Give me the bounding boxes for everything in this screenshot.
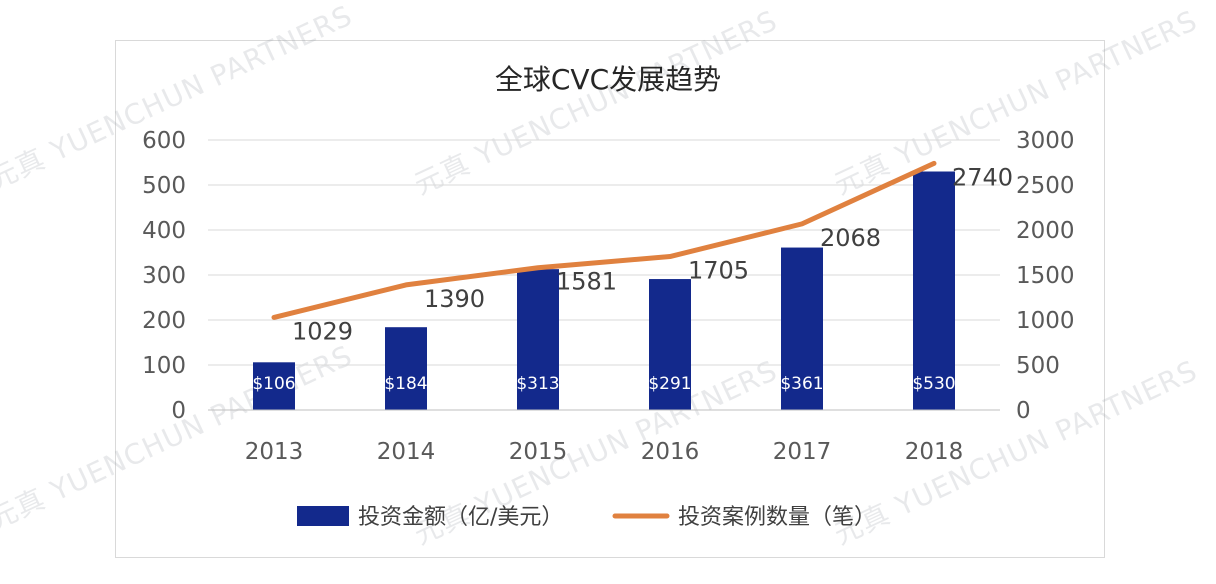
bar-value-label: $184 bbox=[384, 374, 427, 394]
line-value-label: 2740 bbox=[952, 163, 1013, 191]
bar-value-label: $361 bbox=[780, 374, 823, 394]
y-left-tick-label: 0 bbox=[171, 398, 186, 424]
y-axis-right: 0 500 1000 1500 2000 2500 3000 bbox=[1016, 128, 1075, 424]
y-left-tick-label: 200 bbox=[142, 308, 186, 334]
y-right-tick-label: 500 bbox=[1016, 353, 1060, 379]
line-value-label: 1390 bbox=[424, 285, 485, 313]
watermark-text: 元真 YUENCHUN PARTNERS bbox=[829, 354, 1202, 552]
line-value-label: 2068 bbox=[820, 224, 881, 252]
x-tick-label: 2014 bbox=[377, 439, 436, 465]
y-right-tick-label: 1000 bbox=[1016, 308, 1075, 334]
y-right-tick-label: 2000 bbox=[1016, 218, 1075, 244]
chart-title: 全球CVC发展趋势 bbox=[495, 63, 721, 96]
chart-frame bbox=[115, 40, 1105, 558]
y-left-tick-label: 100 bbox=[142, 353, 186, 379]
bar-series: $106 $184 $313 $291 $361 $530 bbox=[252, 171, 956, 410]
x-tick-label: 2013 bbox=[245, 439, 304, 465]
y-right-tick-label: 1500 bbox=[1016, 263, 1075, 289]
line-value-label: 1705 bbox=[688, 257, 749, 285]
bar bbox=[253, 362, 295, 410]
bar-value-label: $106 bbox=[252, 374, 295, 394]
y-left-tick-label: 300 bbox=[142, 263, 186, 289]
y-right-tick-label: 2500 bbox=[1016, 173, 1075, 199]
bar bbox=[781, 247, 823, 410]
watermark-text: 元真 YUENCHUN PARTNERS bbox=[0, 0, 358, 196]
x-tick-label: 2016 bbox=[641, 439, 700, 465]
y-right-tick-label: 0 bbox=[1016, 398, 1031, 424]
bar-value-label: $313 bbox=[516, 374, 559, 394]
watermark-text: 元真 YUENCHUN PARTNERS bbox=[829, 4, 1202, 202]
x-tick-label: 2015 bbox=[509, 439, 568, 465]
line-path bbox=[271, 160, 937, 320]
legend: 投资金额（亿/美元） 投资案例数量（笔） bbox=[297, 505, 876, 530]
line-series: 1029 1390 1581 1705 2068 2740 bbox=[271, 160, 1013, 345]
bar bbox=[385, 327, 427, 410]
watermark-text: 元真 YUENCHUN PARTNERS bbox=[409, 4, 782, 202]
bar-value-label: $530 bbox=[912, 374, 955, 394]
x-tick-label: 2017 bbox=[773, 439, 832, 465]
x-axis: 2013 2014 2015 2016 2017 2018 bbox=[208, 409, 1000, 465]
x-tick-label: 2018 bbox=[905, 439, 964, 465]
legend-bar-label: 投资金额（亿/美元） bbox=[358, 505, 563, 530]
bar bbox=[649, 279, 691, 410]
y-left-tick-label: 600 bbox=[142, 128, 186, 154]
line-value-label: 1029 bbox=[292, 317, 353, 345]
bar bbox=[517, 269, 559, 410]
y-axis-left: 0 100 200 300 400 500 600 bbox=[142, 128, 186, 424]
bar bbox=[913, 171, 955, 410]
line-value-label: 1581 bbox=[556, 268, 617, 296]
y-right-tick-label: 3000 bbox=[1016, 128, 1075, 154]
y-left-tick-label: 400 bbox=[142, 218, 186, 244]
legend-bar-swatch bbox=[297, 506, 349, 526]
legend-line-label: 投资案例数量（笔） bbox=[678, 505, 876, 530]
y-left-tick-label: 500 bbox=[142, 173, 186, 199]
bar-value-label: $291 bbox=[648, 374, 691, 394]
